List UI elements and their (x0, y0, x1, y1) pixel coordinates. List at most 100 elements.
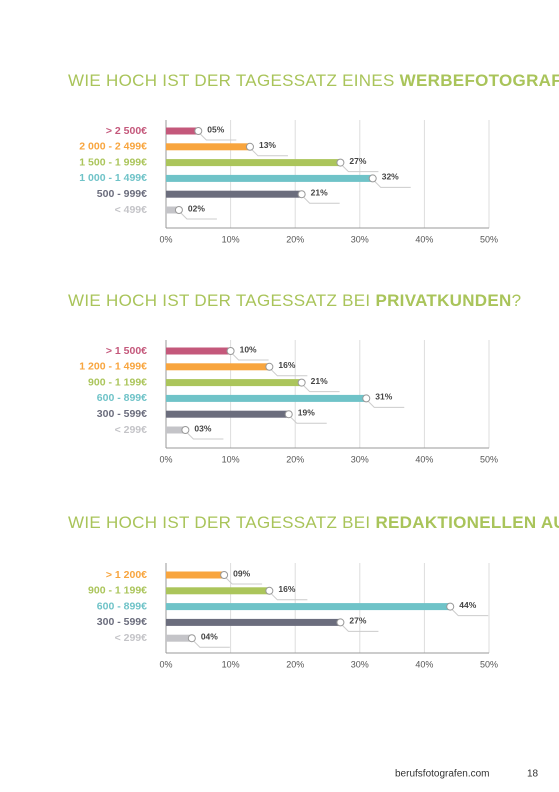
category-label: 2 000 - 2 499€ (79, 141, 147, 153)
category-label: 300 - 599€ (97, 616, 147, 628)
bar-end-marker (194, 127, 203, 135)
footer-site: berufsfotografen.com (395, 769, 490, 780)
category-label: 900 - 1 199€ (88, 376, 147, 388)
category-label: 300 - 599€ (97, 408, 147, 420)
category-label: > 1 500€ (106, 345, 147, 357)
bar-end-marker (265, 586, 274, 595)
bar (166, 410, 289, 418)
bar-end-marker (336, 158, 345, 167)
value-label: 05% (207, 124, 224, 134)
category-label: 1 500 - 1 999€ (79, 156, 147, 168)
bar-end-marker (245, 142, 254, 151)
value-label: 16% (278, 584, 295, 594)
bar-end-marker (174, 206, 183, 214)
x-tick-label: 40% (415, 234, 433, 244)
x-tick-label: 10% (222, 454, 240, 464)
x-tick-label: 50% (480, 454, 498, 464)
bar-end-marker (297, 378, 306, 387)
callout-line (193, 640, 230, 648)
callout-line (199, 133, 237, 141)
bar-end-marker (368, 174, 377, 183)
chart-title: WIE HOCH IST DER TAGESSATZ EINES WERBEFOT… (68, 71, 559, 90)
callout-line (342, 625, 379, 632)
bar (166, 127, 199, 135)
bar (166, 618, 341, 626)
page-number: 18 (527, 769, 539, 780)
callout-line (187, 432, 224, 440)
category-label: > 2 500€ (106, 125, 147, 137)
value-label: 04% (201, 631, 218, 641)
value-label: 21% (311, 187, 328, 197)
title-part: REDAKTIONELLEN AUFTRÄGEN (375, 513, 559, 532)
callout-line (342, 165, 379, 173)
bar (166, 603, 451, 611)
chart-title: WIE HOCH IST DER TAGESSATZ BEI PRIVATKUND… (68, 291, 521, 310)
value-label: 21% (311, 376, 328, 386)
x-tick-label: 40% (415, 454, 433, 464)
bar (166, 206, 179, 214)
category-label: 600 - 899€ (97, 600, 147, 612)
bar-end-marker (226, 347, 235, 355)
category-label: 500 - 999€ (97, 188, 147, 200)
bar (166, 174, 373, 182)
bar (166, 634, 192, 642)
title-part: WIE HOCH IST DER TAGESSATZ EINES (68, 71, 395, 90)
title-part: WIE HOCH IST DER TAGESSATZ BEI (68, 513, 370, 532)
value-label: 32% (382, 172, 399, 182)
bar-end-marker (446, 602, 455, 611)
callout-line (290, 416, 327, 424)
bar (166, 426, 186, 434)
callout-line (271, 593, 308, 601)
value-label: 27% (349, 616, 366, 626)
bar-end-marker (297, 190, 306, 199)
value-label: 13% (259, 140, 276, 150)
callout-line (232, 353, 269, 361)
x-tick-label: 50% (480, 659, 498, 669)
bar-end-marker (181, 426, 190, 434)
bar-end-marker (187, 634, 196, 643)
value-label: 19% (298, 407, 315, 417)
callout-line (303, 385, 340, 393)
title-part: WIE HOCH IST DER TAGESSATZ BEI (68, 291, 370, 310)
bar (166, 363, 270, 371)
value-label: 02% (188, 203, 205, 213)
title-part: WERBEFOTOGRAFEN (400, 71, 559, 90)
bar-end-marker (284, 410, 293, 419)
x-tick-label: 0% (159, 659, 172, 669)
category-label: < 299€ (115, 632, 148, 644)
x-tick-label: 0% (159, 234, 172, 244)
title-part: ? (512, 291, 522, 310)
callout-line (225, 577, 263, 585)
bar (166, 143, 250, 151)
bar (166, 394, 367, 402)
category-label: > 1 200€ (106, 569, 147, 581)
callout-line (251, 149, 288, 157)
value-label: 03% (194, 423, 211, 433)
bar-end-marker (220, 571, 229, 579)
x-tick-label: 0% (159, 454, 172, 464)
callout-line (451, 609, 489, 617)
x-tick-label: 10% (222, 659, 240, 669)
x-tick-label: 20% (286, 234, 304, 244)
value-label: 16% (278, 360, 295, 370)
value-label: 09% (233, 568, 250, 578)
x-tick-label: 40% (415, 659, 433, 669)
category-label: 1 000 - 1 499€ (79, 172, 147, 184)
x-tick-label: 20% (286, 659, 304, 669)
callout-line (303, 196, 340, 204)
value-label: 27% (349, 156, 366, 166)
x-tick-label: 30% (351, 659, 369, 669)
callout-line (271, 369, 308, 377)
callout-line (374, 181, 411, 188)
bar (166, 587, 270, 595)
category-label: < 299€ (115, 424, 148, 436)
bar-end-marker (362, 394, 371, 403)
x-tick-label: 30% (351, 234, 369, 244)
category-label: 1 200 - 1 499€ (79, 361, 147, 373)
x-tick-label: 20% (286, 454, 304, 464)
value-label: 44% (459, 600, 476, 610)
bar (166, 159, 341, 167)
category-label: 900 - 1 199€ (88, 585, 147, 597)
x-tick-label: 50% (480, 234, 498, 244)
